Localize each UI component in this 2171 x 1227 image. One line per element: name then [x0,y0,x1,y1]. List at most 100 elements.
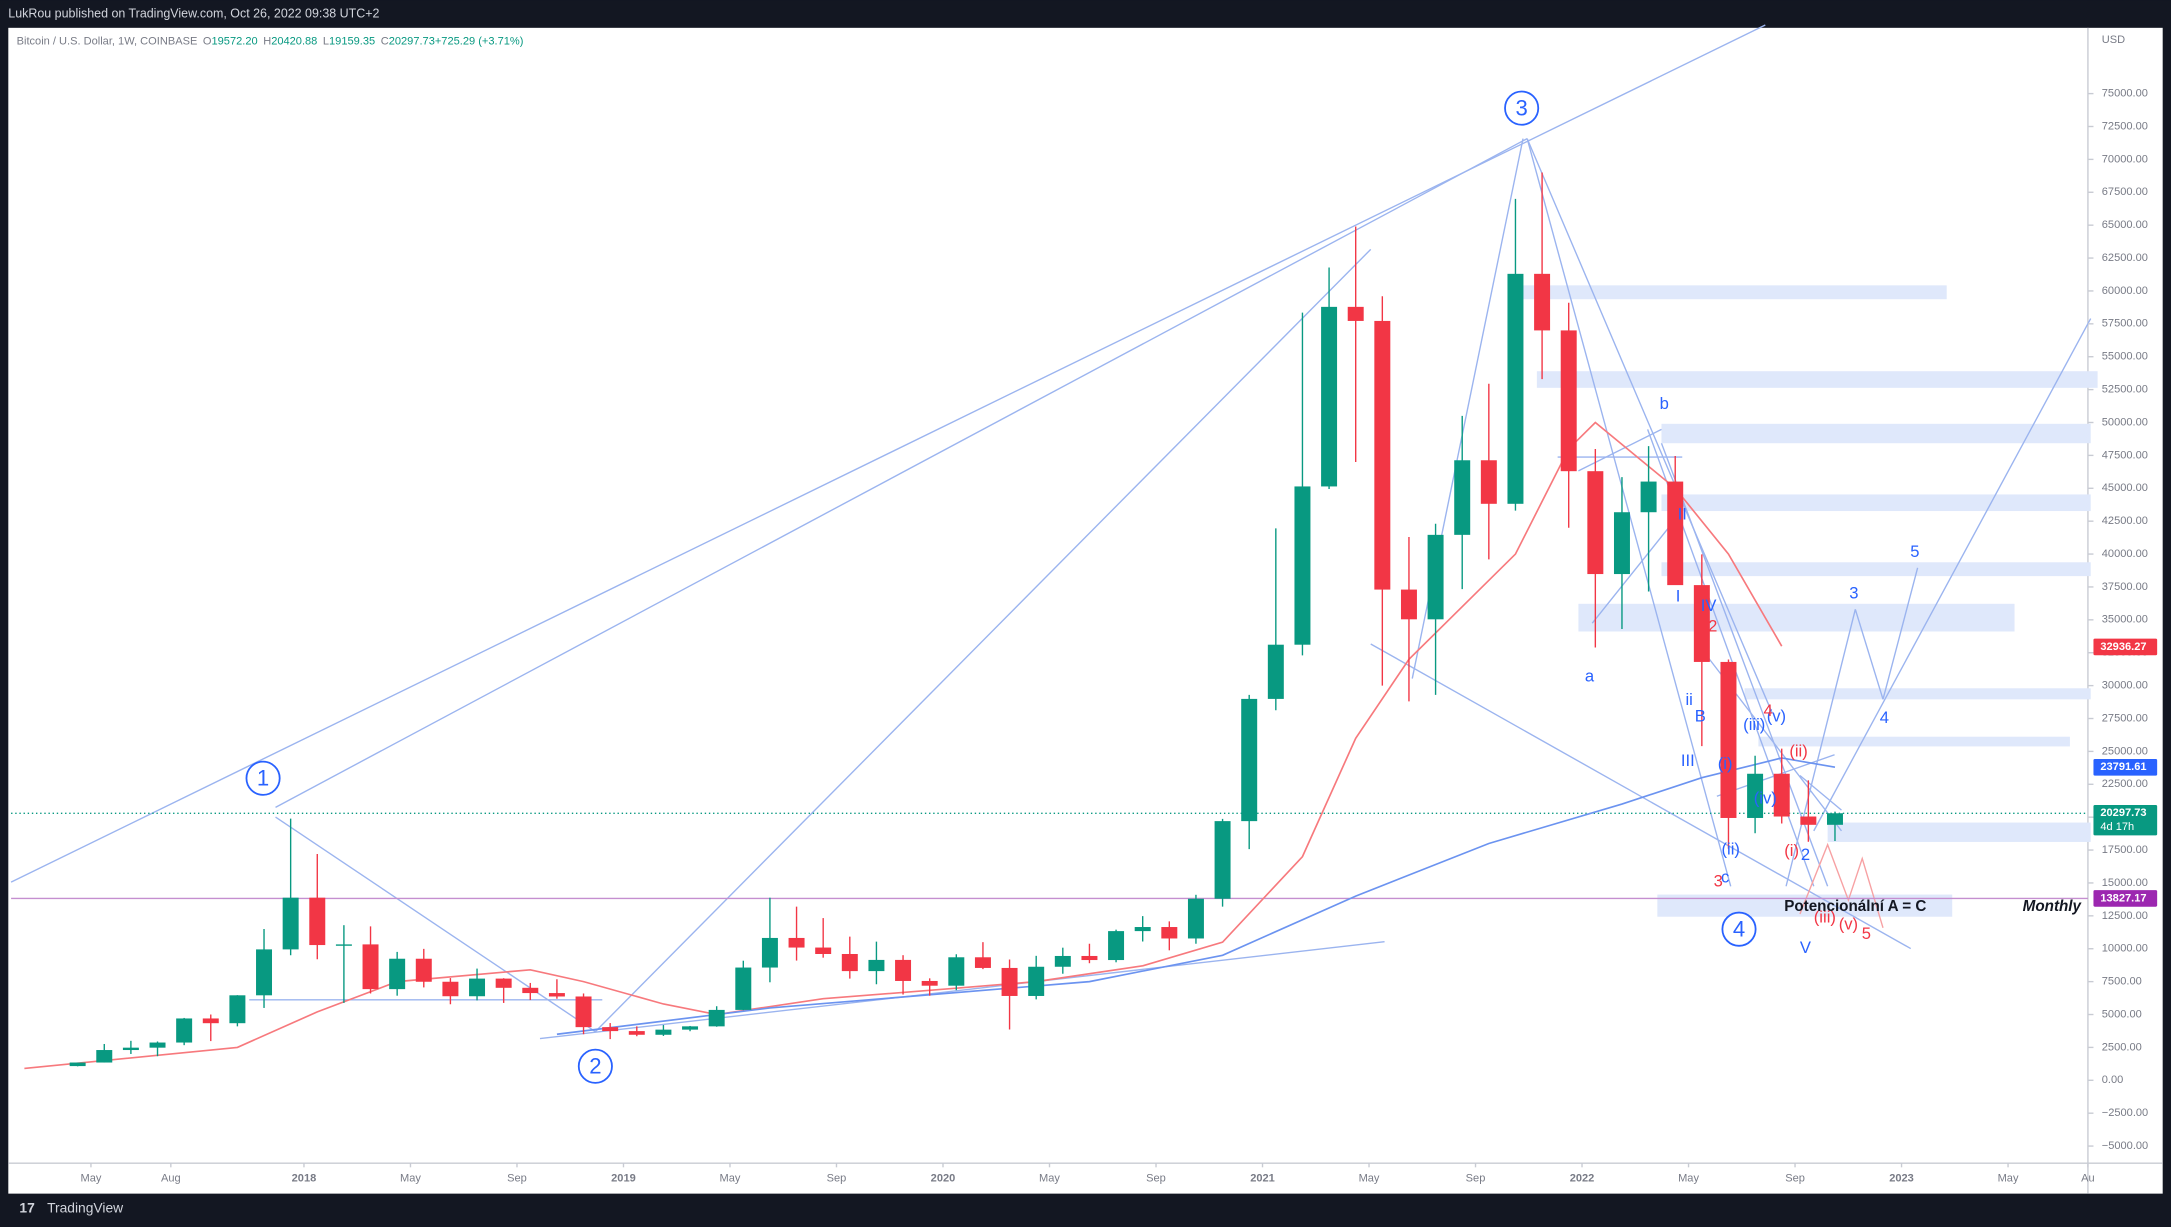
trend-line [1799,774,1842,811]
x-tick-label: 2019 [611,1172,636,1184]
candle-body [1773,773,1790,817]
symbol-line: Bitcoin / U.S. Dollar, 1W, COINBASE O1957… [17,36,524,48]
candle-body [735,967,752,1010]
x-tick-label: May [400,1172,421,1184]
candle-body [309,897,326,946]
wave-label: 3 [1849,584,1858,603]
y-tick-label: 67500.00 [2102,186,2148,198]
zone [1661,494,2091,512]
candle-body [149,1042,166,1048]
wave-label: IV [1701,596,1717,615]
ohlc-value: 20297.73 [389,36,435,48]
y-tick-label: 27500.00 [2102,712,2148,724]
brand: TradingView [47,1200,124,1216]
x-tick-label: Au [2081,1172,2095,1184]
y-tick-label: 72500.00 [2102,120,2148,132]
price-tag-label: 32936.27 [2100,641,2146,653]
wave-label: 1 [257,765,269,790]
candle-body [282,897,299,950]
zone [1536,371,2098,388]
candle-body [1560,330,1577,472]
price-tag [2093,890,2158,907]
x-tick-label: Sep [1785,1172,1805,1184]
candle-body [1081,955,1098,961]
y-tick-label: 75000.00 [2102,88,2148,100]
x-tick-label: May [720,1172,741,1184]
x-tick-label: May [1998,1172,2019,1184]
ohlc-key: C [381,36,389,48]
candle-body [1534,273,1551,331]
wave-circle [577,1048,613,1084]
candle-body [602,1027,619,1032]
wave-label: 4 [1763,701,1772,720]
publisher: LukRou published on TradingView.com, Oct… [8,6,379,20]
y-tick-label: 17500.00 [2102,844,2148,856]
candle-body [575,996,592,1028]
y-tick-label: 37500.00 [2102,581,2148,593]
y-tick-label: 2500.00 [2102,1041,2142,1053]
ohlc-value: 19159.35 [329,36,375,48]
wave-label: a [1585,667,1595,686]
candle-body [682,1026,699,1030]
zone [1578,603,2015,632]
candle-body [1214,821,1231,899]
countdown: 4d 17h [2100,821,2134,833]
y-tick-label: 12500.00 [2102,910,2148,922]
trend-line [1591,518,1676,624]
x-tick-label: Sep [827,1172,847,1184]
wave-label: (iii) [1743,715,1765,734]
candle-body [1267,644,1284,699]
candle-body [1321,306,1338,487]
y-tick-label: 5000.00 [2102,1008,2142,1020]
candle-body [1400,589,1417,620]
candle-body [1054,955,1071,967]
candle-body [96,1050,113,1063]
symbol: Bitcoin / U.S. Dollar, 1W, COINBASE [17,36,198,48]
candle-body [921,980,938,986]
x-tick-label: 2022 [1570,1172,1595,1184]
candle-body [415,958,432,982]
trend-line [1882,567,1919,700]
trend-line [539,940,1385,1040]
candle-body [1480,460,1497,504]
y-tick-label: 50000.00 [2102,416,2148,428]
candle-body [229,995,246,1024]
price-tag-label: 23791.61 [2100,761,2146,773]
wave-label: III [1681,751,1695,770]
candle-body [442,981,459,997]
candle-body [1613,512,1630,575]
ohlc-key: H [263,36,271,48]
wave-label: c [1721,867,1729,886]
candle-body [868,959,885,972]
y-tick-label: −5000.00 [2102,1140,2148,1152]
y-tick-label: 52500.00 [2102,384,2148,396]
note: Potencionální A = C [1784,898,1926,915]
zone [1827,822,2091,842]
y-tick-label: 25000.00 [2102,745,2148,757]
wave-label: 3 [1714,871,1723,890]
zone [1758,736,2070,747]
wave-label: (i) [1784,841,1799,860]
candle-body [708,1009,725,1027]
x-tick-label: 2021 [1250,1172,1275,1184]
candle-body [1640,481,1657,513]
y-tick-label: 57500.00 [2102,318,2148,330]
brand-logo: 17 [19,1200,35,1216]
wave-circle [1721,911,1757,947]
trend-line [1526,138,1773,714]
wave-label: I [1676,586,1681,605]
y-tick-label: 47500.00 [2102,449,2148,461]
y-tick-label: 60000.00 [2102,285,2148,297]
wave-label: 5 [1862,924,1871,943]
wave-label: (i) [1718,754,1733,773]
candle-body [1134,927,1151,932]
y-tick-label: 45000.00 [2102,482,2148,494]
x-tick-label: Sep [507,1172,527,1184]
wave-circle [245,760,281,796]
x-tick-label: Sep [1146,1172,1166,1184]
candle-body [1028,966,1045,996]
wave-label: (v) [1839,914,1858,933]
candle-body [1826,813,1843,825]
currency: USD [2102,34,2125,46]
wave-label: (v) [1767,707,1786,726]
